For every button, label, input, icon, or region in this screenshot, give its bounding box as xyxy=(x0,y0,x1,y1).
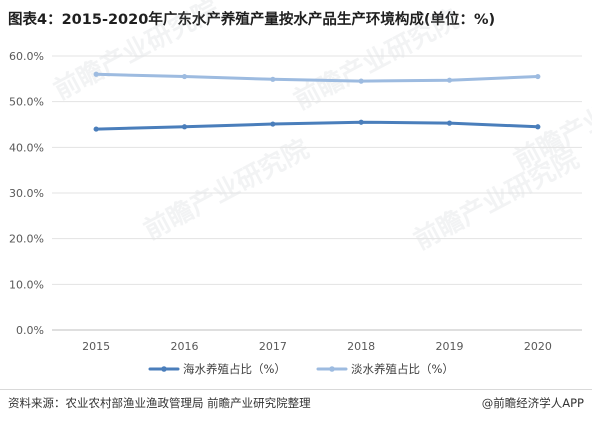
data-point xyxy=(181,73,188,80)
data-point xyxy=(358,78,364,84)
data-point xyxy=(535,124,541,130)
y-tick-label: 0.0% xyxy=(16,324,44,337)
x-tick-label: 2020 xyxy=(524,340,552,353)
data-point xyxy=(535,73,541,80)
series-lines xyxy=(93,71,541,132)
x-tick-label: 2016 xyxy=(171,340,199,353)
y-tick-label: 60.0% xyxy=(9,50,44,63)
data-point xyxy=(181,124,188,130)
legend-marker xyxy=(161,366,167,372)
data-point xyxy=(270,76,276,82)
data-point xyxy=(358,119,364,125)
y-axis-ticks: 0.0% 10.0% 20.0% 30.0% 40.0% 50.0% 60.0% xyxy=(9,50,44,337)
source-note: 资料来源：农业农村部渔业渔政管理局 前瞻产业研究院整理 xyxy=(8,396,311,410)
data-point xyxy=(270,121,276,127)
data-point xyxy=(93,71,99,77)
series-line-1 xyxy=(94,120,540,131)
footer-divider xyxy=(0,389,592,390)
watermark-text: 前瞻产业研究院 xyxy=(409,143,584,256)
legend: 海水养殖占比（%） 淡水养殖占比（%） xyxy=(148,362,454,376)
legend-marker xyxy=(329,366,335,372)
x-tick-label: 2017 xyxy=(259,340,287,353)
data-point xyxy=(93,126,99,132)
y-tick-label: 10.0% xyxy=(9,278,44,291)
legend-label: 淡水养殖占比（%） xyxy=(351,362,454,376)
y-tick-label: 50.0% xyxy=(9,96,44,109)
watermark-text: 前瞻产业研究院 xyxy=(139,133,314,246)
watermark-text: 前瞻产业研究院 xyxy=(49,0,224,106)
watermark-text: 前瞻产业研究院 xyxy=(509,63,592,176)
credit-note: @前瞻经济学人APP xyxy=(481,396,584,410)
x-tick-label: 2018 xyxy=(347,340,375,353)
x-tick-label: 2015 xyxy=(82,340,110,353)
chart-title: 图表4：2015-2020年广东水产养殖产量按水产品生产环境构成(单位：%) xyxy=(8,12,496,28)
y-tick-label: 30.0% xyxy=(9,187,44,200)
data-point xyxy=(446,120,453,126)
y-tick-label: 20.0% xyxy=(9,233,44,246)
x-tick-label: 2019 xyxy=(436,340,464,353)
data-point xyxy=(446,77,453,83)
gridlines xyxy=(52,55,582,331)
y-tick-label: 40.0% xyxy=(9,141,44,154)
x-axis-ticks: 2015 2016 2017 2018 2019 2020 xyxy=(82,340,552,353)
legend-label: 海水养殖占比（%） xyxy=(183,362,286,376)
series-line-2 xyxy=(94,72,540,83)
watermark-text: 前瞻产业研究院 xyxy=(289,3,464,116)
